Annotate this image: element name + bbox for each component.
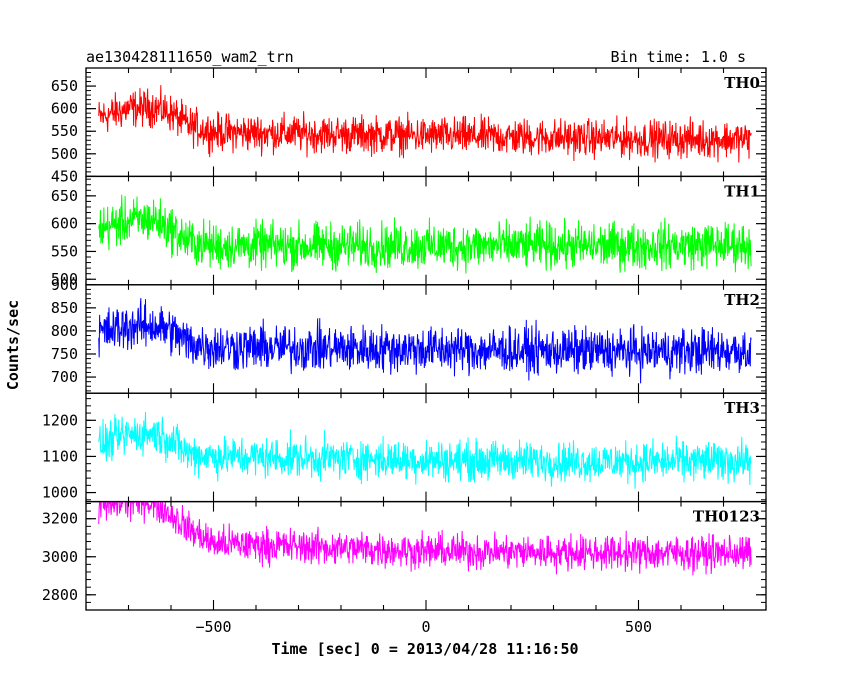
y-tick-label: 850 [51,299,78,317]
y-tick-label: 2800 [42,586,78,604]
series-th3 [98,411,752,489]
y-tick-label: 500 [51,270,78,288]
series-th0 [98,85,752,163]
y-tick-label: 600 [51,100,78,118]
y-tick-label: 450 [51,167,78,185]
y-tick-label: 700 [51,368,78,386]
header-title: ae130428111650_wam2_trn [86,48,294,66]
y-tick-label: 1000 [42,484,78,502]
panel-th0123: 2800 3000 3200 TH0123 [42,500,767,611]
y-tick-label: 750 [51,345,78,363]
series-th0123 [98,501,752,576]
header-bin-time: Bin time: 1.0 s [611,48,746,66]
panel-label: TH2 [724,291,760,309]
panel-th1: 500 550 600 650 TH1 [51,175,767,288]
x-tick-label: 0 [421,618,430,636]
series-th1 [98,194,752,274]
panel-label: TH1 [724,182,760,200]
y-tick-label: 650 [51,187,78,205]
y-tick-label: 900 [51,276,78,294]
y-tick-label: 550 [51,122,78,140]
y-tick-label: 800 [51,322,78,340]
x-tick-label: −500 [195,618,231,636]
panel-label: TH0123 [693,508,760,526]
panel-th0: 450 500 550 600 650 TH0 [51,67,767,185]
y-tick-label: 3200 [42,510,78,528]
panel-label: TH0 [724,74,760,92]
panel-th2: 700 750 800 850 900 TH2 [51,276,767,394]
series-th2 [98,298,752,384]
y-tick-label: 500 [51,145,78,163]
panels-group: 450 500 550 600 650 TH0 500 550 600 650 TH1 700 750 8… [42,67,767,636]
y-tick-label: 1200 [42,411,78,429]
y-tick-label: 1100 [42,447,78,465]
y-tick-label: 550 [51,242,78,260]
panel-label: TH3 [724,399,760,417]
y-tick-label: 650 [51,77,78,95]
x-axis-label: Time [sec] 0 = 2013/04/28 11:16:50 [271,640,578,658]
x-tick-label: 500 [625,618,652,636]
panel-th3: 1000 1100 1200 TH3 [42,392,767,503]
y-axis-label: Counts/sec [4,300,22,390]
y-tick-label: 600 [51,215,78,233]
y-tick-label: 3000 [42,548,78,566]
